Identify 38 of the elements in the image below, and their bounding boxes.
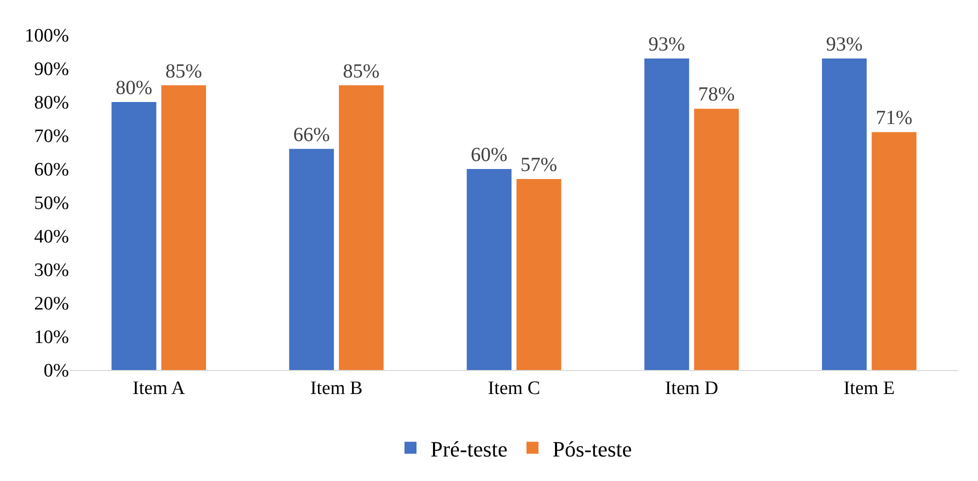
bar — [516, 179, 562, 370]
data-label: 85% — [165, 60, 202, 82]
y-tick-label: 70% — [34, 126, 70, 148]
bar — [694, 108, 739, 370]
data-label: 85% — [342, 60, 380, 82]
bar — [161, 85, 206, 370]
y-tick-label: 20% — [34, 294, 70, 315]
y-tick-label: 10% — [34, 327, 70, 348]
legend-label: Pós-teste — [552, 436, 632, 462]
y-tick-label: 30% — [34, 260, 70, 282]
bar — [872, 132, 916, 370]
data-label: 60% — [470, 144, 508, 166]
y-tick-label: 90% — [34, 59, 70, 80]
data-label: 57% — [520, 154, 558, 176]
x-tick-label: Item E — [844, 378, 895, 399]
y-tick-label: 80% — [34, 92, 70, 114]
x-tick-label: Item B — [310, 378, 363, 399]
bar — [822, 58, 867, 370]
bar — [112, 102, 156, 370]
data-label: 71% — [876, 107, 912, 130]
bar — [289, 148, 334, 370]
y-tick-label: 100% — [24, 26, 70, 47]
y-tick-label: 60% — [34, 160, 70, 181]
x-tick-label: Item C — [488, 378, 540, 399]
data-label: 93% — [826, 33, 863, 56]
data-label: 93% — [648, 33, 686, 56]
bar — [466, 169, 512, 370]
bar — [338, 85, 384, 370]
data-label: 80% — [116, 77, 152, 99]
y-tick-label: 50% — [34, 193, 70, 214]
data-label: 66% — [293, 124, 330, 146]
x-tick-label: Item A — [132, 378, 186, 399]
y-tick-label: 0% — [44, 360, 70, 382]
bar — [644, 58, 690, 370]
data-label: 78% — [698, 84, 735, 106]
legend-label: Pré-teste — [430, 436, 508, 462]
x-tick-label: Item D — [664, 378, 718, 399]
y-tick-label: 40% — [34, 226, 70, 248]
